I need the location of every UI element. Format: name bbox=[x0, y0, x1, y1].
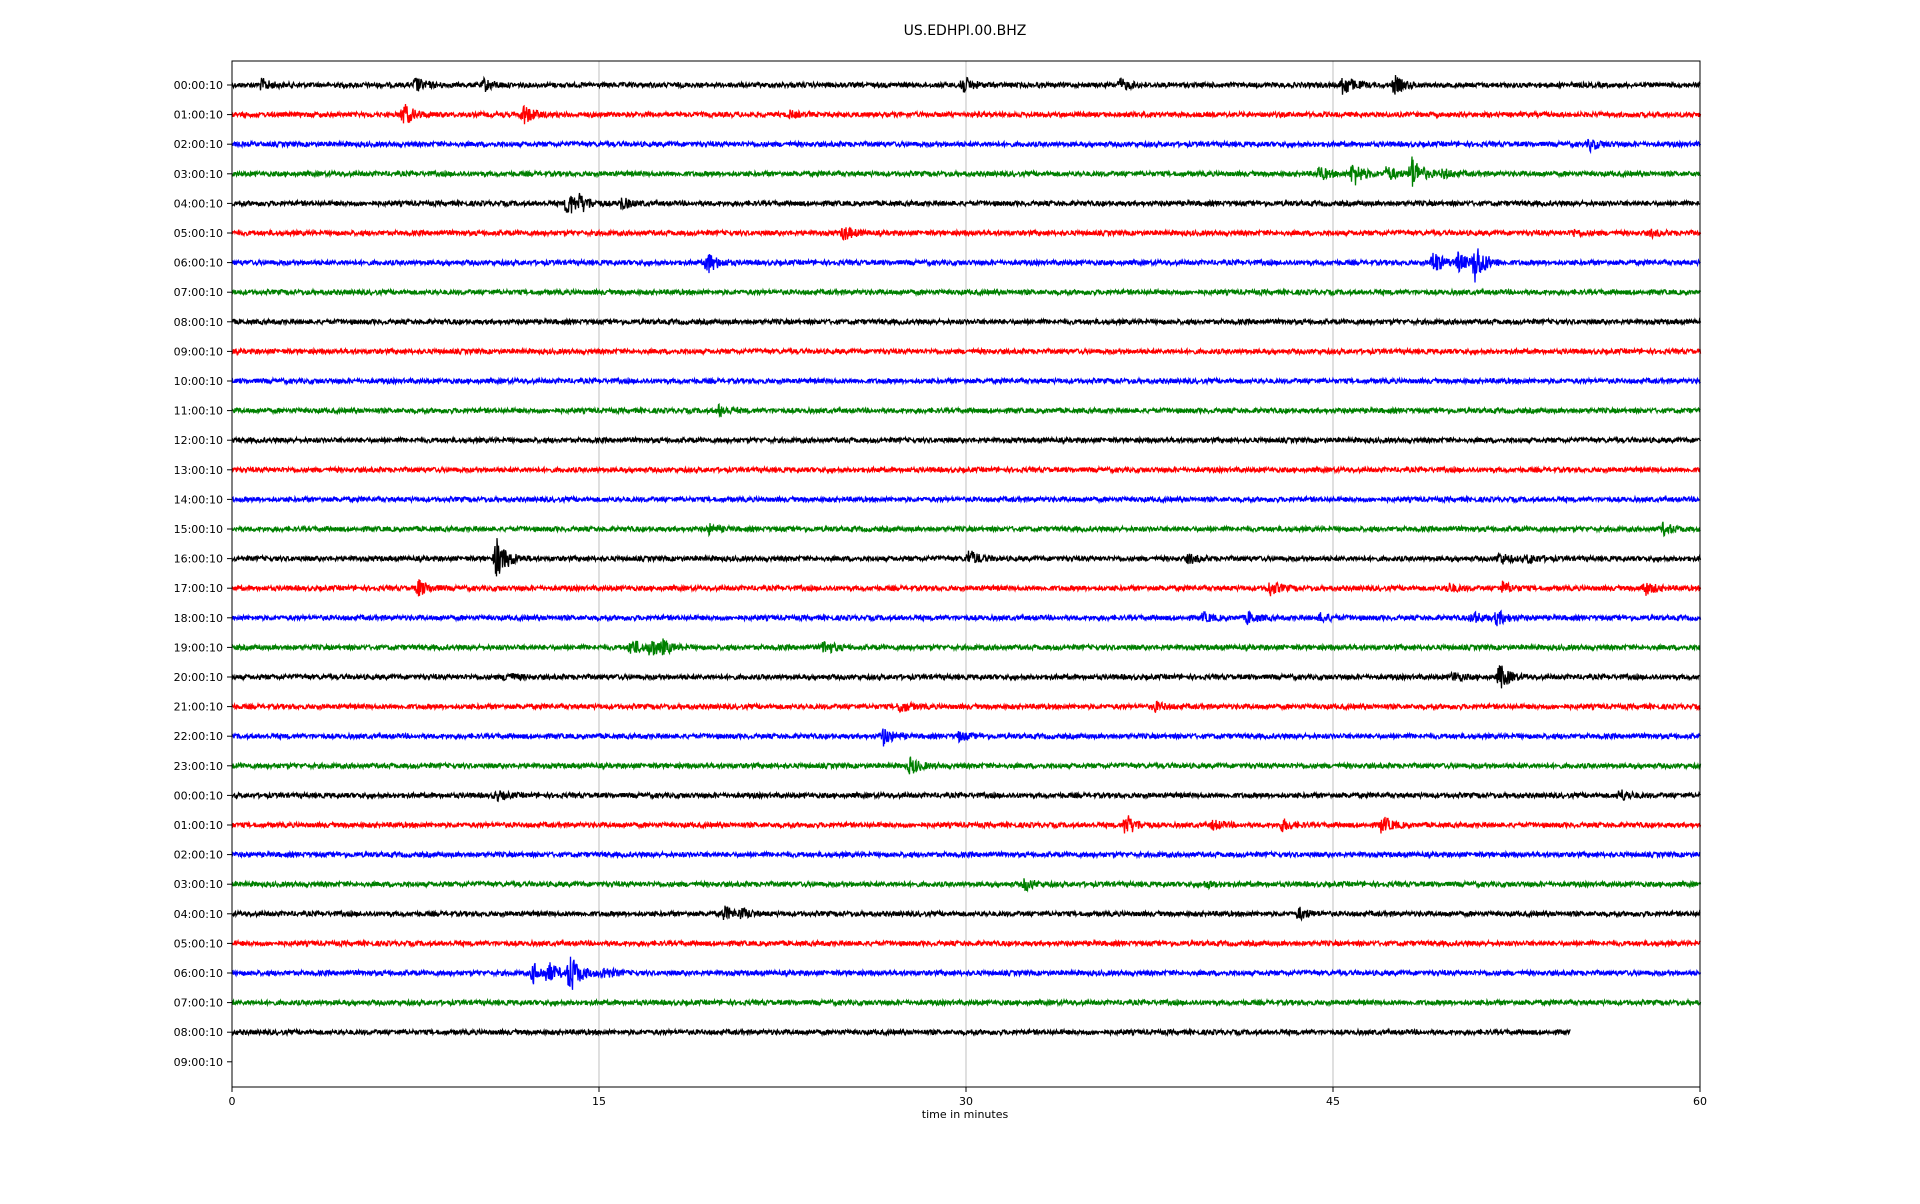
x-tick-label-30: 30 bbox=[959, 1095, 973, 1108]
row-label: 00:00:10 bbox=[174, 79, 223, 92]
trace-line bbox=[231, 346, 1702, 357]
row-label: 08:00:10 bbox=[174, 316, 223, 329]
trace-line bbox=[231, 287, 1702, 298]
seismogram-traces bbox=[231, 75, 1702, 1038]
trace-line bbox=[231, 494, 1701, 505]
row-label: 23:00:10 bbox=[174, 760, 223, 773]
x-tick-label-15: 15 bbox=[592, 1095, 606, 1108]
row-label: 00:00:10 bbox=[174, 789, 223, 802]
trace-line bbox=[231, 75, 1701, 95]
trace-line bbox=[231, 156, 1702, 187]
trace-line bbox=[231, 538, 1702, 577]
x-tick-label-45: 45 bbox=[1326, 1095, 1340, 1108]
row-label: 09:00:10 bbox=[174, 1056, 223, 1069]
trace-line bbox=[231, 464, 1701, 475]
row-label: 16:00:10 bbox=[174, 553, 223, 566]
row-label: 06:00:10 bbox=[174, 967, 223, 980]
row-label: 18:00:10 bbox=[174, 612, 223, 625]
x-axis-label: time in minutes bbox=[922, 1108, 1009, 1121]
trace-line bbox=[231, 815, 1702, 834]
row-label: 11:00:10 bbox=[174, 405, 223, 418]
row-label: 04:00:10 bbox=[174, 908, 223, 921]
x-axis: 0 15 30 45 60 bbox=[229, 1087, 1707, 1108]
row-label: 19:00:10 bbox=[174, 641, 223, 654]
trace-line bbox=[231, 376, 1701, 386]
row-label: 13:00:10 bbox=[174, 464, 223, 477]
trace-line bbox=[231, 756, 1702, 775]
trace-line bbox=[231, 248, 1701, 283]
trace-line bbox=[231, 192, 1701, 214]
row-label: 17:00:10 bbox=[174, 582, 223, 595]
row-label: 01:00:10 bbox=[174, 819, 223, 832]
row-label: 06:00:10 bbox=[174, 257, 223, 270]
row-label: 07:00:10 bbox=[174, 286, 223, 299]
trace-line bbox=[231, 997, 1702, 1008]
trace-line bbox=[231, 849, 1701, 860]
row-label: 03:00:10 bbox=[174, 168, 223, 181]
trace-line bbox=[231, 609, 1702, 627]
trace-line bbox=[231, 579, 1702, 597]
trace-line bbox=[231, 789, 1702, 803]
trace-line bbox=[231, 521, 1701, 538]
trace-line bbox=[231, 905, 1701, 922]
row-label: 10:00:10 bbox=[174, 375, 223, 388]
trace-line bbox=[231, 938, 1701, 949]
x-tick-label-0: 0 bbox=[229, 1095, 236, 1108]
row-label: 20:00:10 bbox=[174, 671, 223, 684]
trace-line bbox=[231, 316, 1702, 327]
row-label: 09:00:10 bbox=[174, 345, 223, 358]
row-label: 02:00:10 bbox=[174, 138, 223, 151]
row-label: 14:00:10 bbox=[174, 493, 223, 506]
trace-line bbox=[231, 138, 1702, 155]
trace-line bbox=[231, 878, 1702, 893]
trace-line bbox=[231, 638, 1701, 656]
row-label: 04:00:10 bbox=[174, 197, 223, 210]
vertical-gridlines bbox=[598, 61, 1334, 1087]
row-label: 07:00:10 bbox=[174, 997, 223, 1010]
trace-line bbox=[231, 226, 1702, 241]
trace-line bbox=[231, 435, 1702, 446]
row-label: 05:00:10 bbox=[174, 937, 223, 950]
row-label: 05:00:10 bbox=[174, 227, 223, 240]
row-time-labels: 00:00:10 01:00:10 02:00:10 03:00:10 04:00:10… bbox=[174, 79, 232, 1069]
trace-line bbox=[231, 665, 1701, 689]
trace-line bbox=[231, 1027, 1571, 1038]
row-label: 22:00:10 bbox=[174, 730, 223, 743]
trace-line bbox=[231, 728, 1702, 747]
row-label: 21:00:10 bbox=[174, 701, 223, 714]
trace-line bbox=[231, 956, 1702, 990]
row-label: 12:00:10 bbox=[174, 434, 223, 447]
row-label: 03:00:10 bbox=[174, 878, 223, 891]
trace-line bbox=[231, 402, 1701, 419]
x-tick-label-60: 60 bbox=[1693, 1095, 1707, 1108]
row-label: 02:00:10 bbox=[174, 849, 223, 862]
row-label: 08:00:10 bbox=[174, 1026, 223, 1039]
row-label: 01:00:10 bbox=[174, 109, 223, 122]
row-label: 15:00:10 bbox=[174, 523, 223, 536]
trace-line bbox=[231, 103, 1702, 125]
trace-line bbox=[231, 700, 1701, 714]
chart-title: US.EDHPI.00.BHZ bbox=[904, 23, 1027, 39]
